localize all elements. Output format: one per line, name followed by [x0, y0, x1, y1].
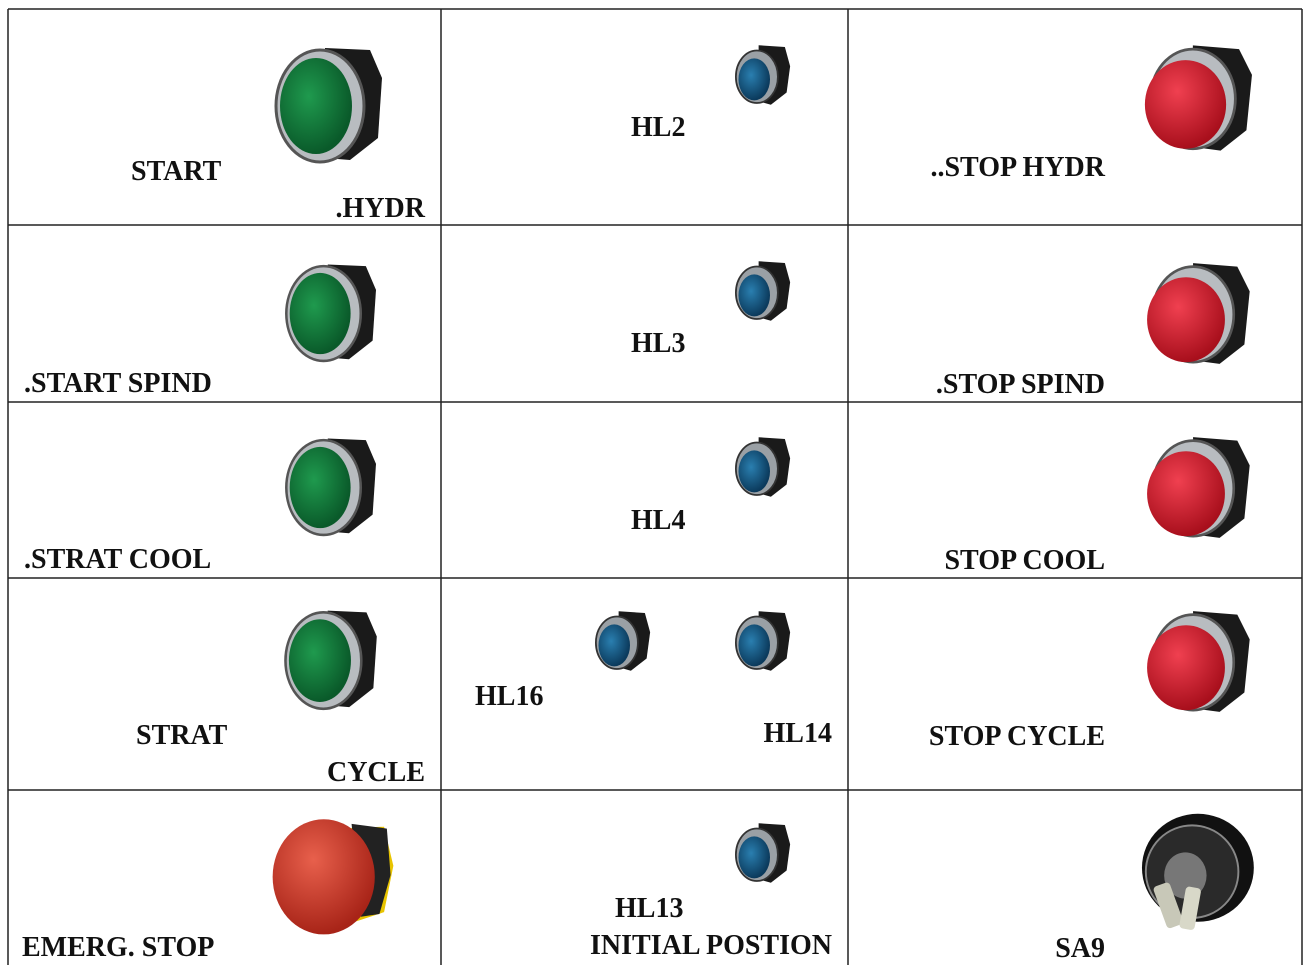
green-button	[284, 262, 378, 363]
blue-indicator	[594, 610, 652, 672]
cell-label: SA9	[1055, 933, 1105, 964]
cell-label: HL16	[475, 681, 543, 712]
cell-label: INITIAL POSTION	[590, 930, 832, 961]
cell-label: ..STOP HYDR	[930, 152, 1105, 183]
blue-indicator	[734, 436, 792, 498]
blue-indicator	[734, 44, 792, 106]
icons	[272, 43, 1255, 935]
cell-label: EMERG. STOP	[22, 932, 214, 963]
red-button	[1145, 261, 1252, 366]
cell-label: .STRAT COOL	[24, 544, 211, 575]
emergency-stop-button	[272, 819, 394, 935]
blue-indicator	[734, 610, 792, 672]
cell-label: .STOP SPIND	[936, 369, 1105, 400]
cell-label: HL2	[631, 112, 685, 143]
red-button	[1145, 435, 1252, 540]
green-button	[283, 609, 379, 711]
cell-label: .START SPIND	[24, 368, 212, 399]
key-switch	[1140, 812, 1255, 932]
cell-label: STRAT	[136, 720, 228, 751]
cell-label: HL13	[615, 893, 683, 924]
green-button	[284, 436, 378, 537]
cell-label: HL14	[764, 718, 832, 749]
labels: START .HYDR HL2 ..STOP HYDR .START SPIND…	[22, 112, 1106, 964]
cell-label: HL4	[631, 505, 685, 536]
cell-label: .HYDR	[336, 193, 426, 224]
red-button	[1143, 43, 1254, 153]
cell-label: HL3	[631, 328, 685, 359]
cell-label: STOP CYCLE	[929, 721, 1105, 752]
red-button	[1145, 609, 1252, 714]
cell-label: CYCLE	[327, 757, 425, 788]
cell-label: STOP COOL	[944, 545, 1105, 576]
green-button	[274, 46, 384, 164]
cell-label: START	[131, 156, 222, 187]
table-grid	[7, 8, 1303, 965]
blue-indicator	[734, 260, 792, 322]
blue-indicator	[734, 822, 792, 884]
